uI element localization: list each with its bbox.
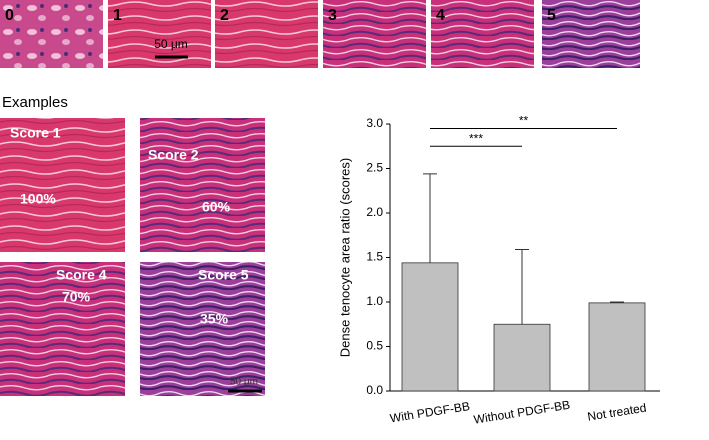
score-label: 0 [5, 7, 14, 24]
score-label: 1 [113, 7, 122, 24]
scale-bar-label: 50 μm [154, 37, 188, 51]
y-tick-label: 1.0 [366, 294, 383, 308]
bar [493, 323, 551, 392]
example-image [140, 118, 265, 252]
scale-bar-label: 50 μm [230, 377, 258, 388]
example-percent: 100% [20, 191, 56, 207]
histology-image [323, 0, 426, 68]
bar [588, 302, 646, 392]
y-tick-label: 0.5 [366, 339, 383, 353]
histology-image [431, 0, 534, 68]
histology-image [215, 0, 318, 68]
x-tick-label: Not treated [586, 401, 647, 424]
y-tick-label: 3.0 [366, 116, 383, 130]
histology-image [0, 0, 103, 68]
y-axis-label: Dense tenocyte area ratio (scores) [337, 158, 352, 357]
significance-label: ** [519, 114, 529, 128]
section-title: Examples [2, 94, 68, 111]
significance-label: *** [469, 131, 483, 145]
x-tick-label: With PDGF-BB [389, 399, 471, 425]
example-score: Score 4 [56, 267, 107, 283]
score-label: 2 [220, 7, 229, 24]
y-tick-label: 1.5 [366, 250, 383, 264]
score-label: 4 [436, 7, 445, 24]
example-score: Score 5 [198, 267, 249, 283]
error-bar [610, 301, 624, 303]
example-image [0, 262, 125, 396]
example-score: Score 1 [10, 125, 61, 141]
score-label: 3 [328, 7, 337, 24]
bar [401, 262, 459, 392]
example-score: Score 2 [148, 147, 199, 163]
score-label: 5 [547, 7, 556, 24]
error-bar [423, 173, 437, 263]
example-percent: 70% [62, 289, 91, 305]
error-bar [515, 248, 529, 325]
example-percent: 35% [200, 311, 229, 327]
example-image [0, 118, 125, 252]
example-percent: 60% [202, 199, 231, 215]
example-image [140, 262, 265, 396]
histology-image [542, 0, 640, 68]
y-tick-label: 2.5 [366, 161, 383, 175]
y-tick-label: 0.0 [366, 383, 383, 397]
x-tick-label: Without PDGF-BB [473, 398, 571, 427]
y-tick-label: 2.0 [366, 205, 383, 219]
